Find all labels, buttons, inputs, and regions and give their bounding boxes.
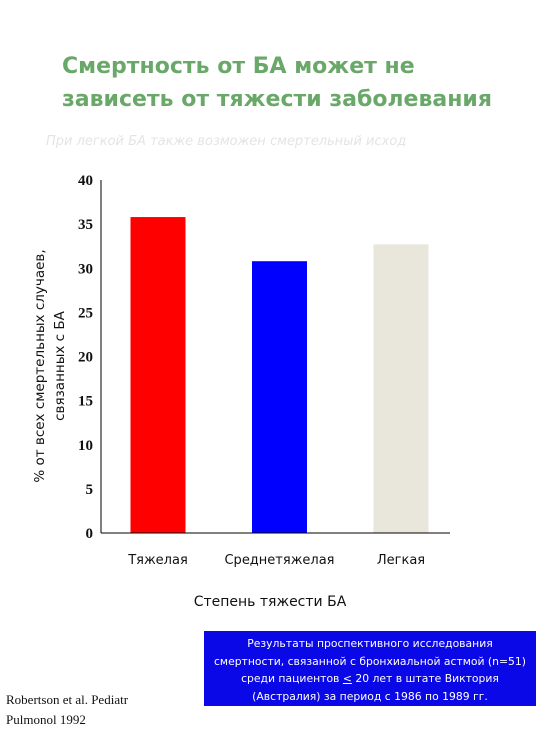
x-category-label: Среднетяжелая <box>224 553 334 568</box>
y-tick-label: 15 <box>78 394 93 410</box>
y-tick-label: 0 <box>86 526 94 542</box>
note-line-3-start: среди пациентов <box>241 672 343 685</box>
note-le-symbol: < <box>342 672 352 685</box>
y-tick-label: 30 <box>78 261 93 277</box>
x-category-label: Легкая <box>377 553 425 568</box>
citation-line-2: Pulmonol 1992 <box>6 712 86 727</box>
y-tick-label: 5 <box>86 482 94 498</box>
note-line-4: (Австралия) за период с 1986 по 1989 гг. <box>252 689 488 703</box>
bar-3 <box>373 244 429 534</box>
page-subtitle: При легкой БА также возможен смертельный… <box>46 134 407 149</box>
note-line-2: смертности, связанной с бронхиальной аст… <box>213 654 526 668</box>
note-line-3-end: 20 лет в штате Виктория <box>351 672 499 685</box>
y-tick-label: 20 <box>78 350 93 366</box>
note-line-3: среди пациентов < 20 лет в штате Виктори… <box>210 670 530 688</box>
bar-2 <box>252 261 307 533</box>
y-tick-label: 35 <box>78 217 93 233</box>
citation: Robertson et al. Pediatr Pulmonol 1992 <box>6 690 196 730</box>
y-axis-label-line-2: связанных с БА <box>52 310 68 421</box>
x-category-label: Тяжелая <box>127 553 188 568</box>
y-tick-label: 40 <box>78 173 93 189</box>
y-axis-label-line-1: % от всех смертельных случаев, <box>32 249 48 482</box>
x-axis-label: Степень тяжести БА <box>193 594 347 610</box>
page-title: Смертность от БА может не зависеть от тя… <box>62 54 492 112</box>
study-note-box: Результаты проспективного исследования с… <box>204 631 536 706</box>
bar-1 <box>130 217 186 533</box>
citation-line-1: Robertson et al. Pediatr <box>6 692 129 707</box>
y-tick-label: 10 <box>78 438 93 454</box>
note-line-1: Результаты проспективного исследования <box>247 637 493 650</box>
y-tick-label: 25 <box>78 305 93 321</box>
